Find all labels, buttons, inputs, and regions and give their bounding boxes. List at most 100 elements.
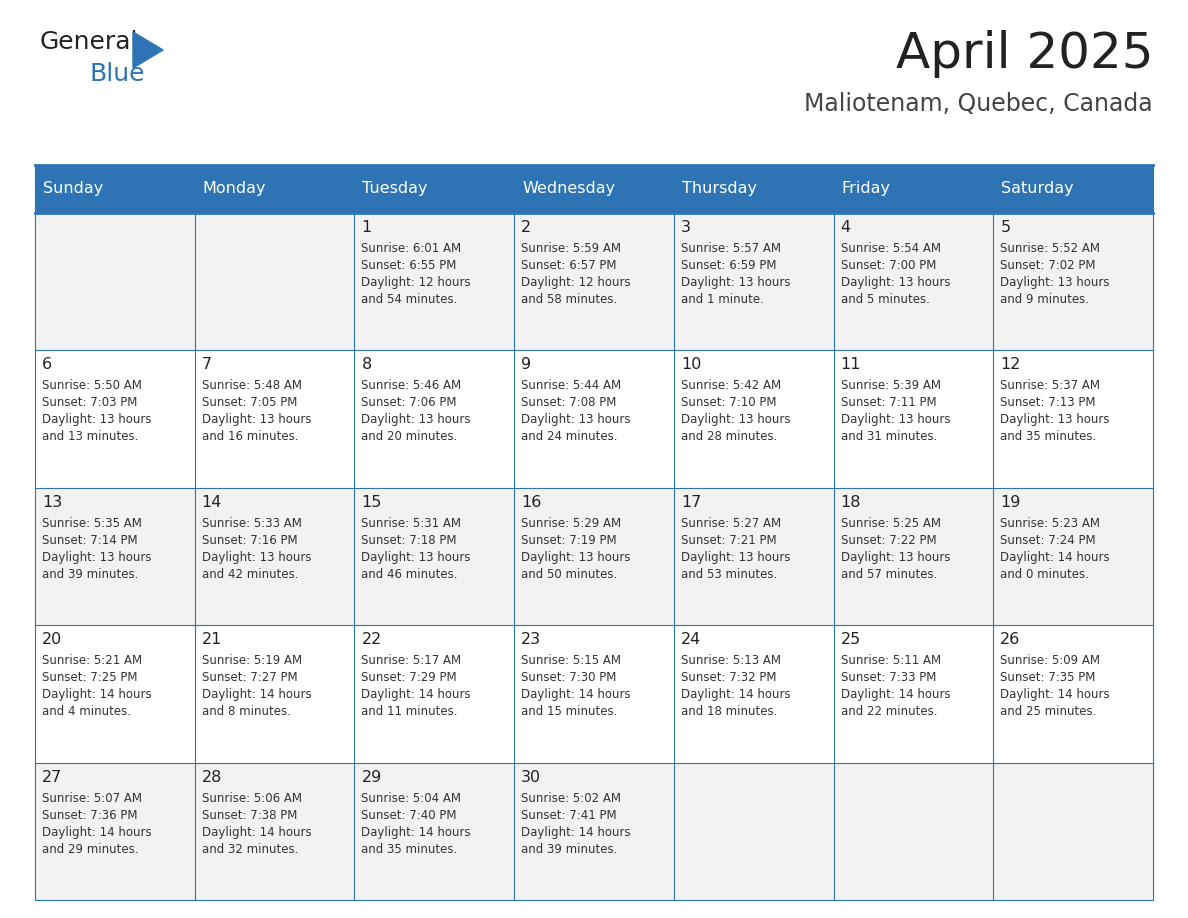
Bar [514,213,674,351]
Text: Tuesday: Tuesday [362,182,428,196]
Text: Sunrise: 5:48 AM: Sunrise: 5:48 AM [202,379,302,392]
Text: and 9 minutes.: and 9 minutes. [1000,293,1089,306]
Bar [834,487,993,625]
Text: Saturday: Saturday [1001,182,1074,196]
Text: Daylight: 14 hours: Daylight: 14 hours [522,688,631,701]
Bar [674,763,834,900]
Text: 26: 26 [1000,633,1020,647]
Text: Sunset: 7:41 PM: Sunset: 7:41 PM [522,809,617,822]
Text: Maliotenam, Quebec, Canada: Maliotenam, Quebec, Canada [804,92,1154,116]
Text: Daylight: 13 hours: Daylight: 13 hours [361,413,470,426]
Bar [993,625,1154,763]
Text: Daylight: 13 hours: Daylight: 13 hours [42,551,152,564]
Text: 24: 24 [681,633,701,647]
Text: and 42 minutes.: and 42 minutes. [202,568,298,581]
Text: and 31 minutes.: and 31 minutes. [841,431,937,443]
Text: 12: 12 [1000,357,1020,373]
Text: Daylight: 13 hours: Daylight: 13 hours [361,551,470,564]
Text: Daylight: 13 hours: Daylight: 13 hours [681,413,790,426]
Text: and 0 minutes.: and 0 minutes. [1000,568,1089,581]
Text: 21: 21 [202,633,222,647]
Text: Sunset: 7:27 PM: Sunset: 7:27 PM [202,671,297,684]
Bar [834,213,993,351]
Bar [195,213,354,351]
Bar [674,625,834,763]
Text: 1: 1 [361,220,372,235]
Bar [993,487,1154,625]
Text: Daylight: 13 hours: Daylight: 13 hours [522,551,631,564]
Text: Sunrise: 5:13 AM: Sunrise: 5:13 AM [681,655,781,667]
Text: Sunrise: 5:09 AM: Sunrise: 5:09 AM [1000,655,1100,667]
Text: and 15 minutes.: and 15 minutes. [522,705,618,718]
Text: Sunrise: 5:35 AM: Sunrise: 5:35 AM [42,517,141,530]
Text: Sunset: 7:24 PM: Sunset: 7:24 PM [1000,533,1095,547]
Text: Sunset: 7:19 PM: Sunset: 7:19 PM [522,533,617,547]
Text: and 35 minutes.: and 35 minutes. [361,843,457,856]
Text: Sunset: 7:38 PM: Sunset: 7:38 PM [202,809,297,822]
Text: and 11 minutes.: and 11 minutes. [361,705,457,718]
Text: 27: 27 [42,769,62,785]
Text: Sunset: 6:59 PM: Sunset: 6:59 PM [681,259,776,272]
Bar [34,165,195,213]
Text: Sunset: 7:29 PM: Sunset: 7:29 PM [361,671,457,684]
Text: Monday: Monday [203,182,266,196]
Text: Daylight: 14 hours: Daylight: 14 hours [681,688,790,701]
Text: Daylight: 14 hours: Daylight: 14 hours [202,688,311,701]
Text: and 35 minutes.: and 35 minutes. [1000,431,1097,443]
Text: Sunset: 6:55 PM: Sunset: 6:55 PM [361,259,457,272]
Bar [195,625,354,763]
Text: Daylight: 13 hours: Daylight: 13 hours [841,276,950,289]
Bar [834,165,993,213]
Text: Daylight: 14 hours: Daylight: 14 hours [1000,551,1110,564]
Text: 13: 13 [42,495,62,509]
Text: 10: 10 [681,357,701,373]
Text: and 25 minutes.: and 25 minutes. [1000,705,1097,718]
Text: Sunrise: 5:25 AM: Sunrise: 5:25 AM [841,517,941,530]
Text: Sunrise: 5:52 AM: Sunrise: 5:52 AM [1000,242,1100,255]
Text: Daylight: 13 hours: Daylight: 13 hours [841,413,950,426]
Text: Sunrise: 5:04 AM: Sunrise: 5:04 AM [361,791,461,804]
Text: Daylight: 14 hours: Daylight: 14 hours [361,688,472,701]
Bar [993,763,1154,900]
Polygon shape [133,32,163,68]
Text: Daylight: 13 hours: Daylight: 13 hours [681,551,790,564]
Text: 9: 9 [522,357,531,373]
Bar [354,351,514,487]
Text: Daylight: 14 hours: Daylight: 14 hours [42,688,152,701]
Text: 19: 19 [1000,495,1020,509]
Bar [514,165,674,213]
Text: Sunday: Sunday [43,182,103,196]
Text: Sunset: 7:03 PM: Sunset: 7:03 PM [42,397,138,409]
Text: Daylight: 14 hours: Daylight: 14 hours [42,825,152,839]
Bar [514,763,674,900]
Text: and 5 minutes.: and 5 minutes. [841,293,929,306]
Text: and 13 minutes.: and 13 minutes. [42,431,138,443]
Text: Sunset: 7:08 PM: Sunset: 7:08 PM [522,397,617,409]
Text: and 54 minutes.: and 54 minutes. [361,293,457,306]
Text: Sunset: 7:40 PM: Sunset: 7:40 PM [361,809,457,822]
Text: Sunset: 7:25 PM: Sunset: 7:25 PM [42,671,138,684]
Text: Daylight: 13 hours: Daylight: 13 hours [1000,413,1110,426]
Text: Blue: Blue [90,62,145,86]
Text: and 28 minutes.: and 28 minutes. [681,431,777,443]
Text: and 29 minutes.: and 29 minutes. [42,843,139,856]
Text: 8: 8 [361,357,372,373]
Text: 20: 20 [42,633,62,647]
Text: 4: 4 [841,220,851,235]
Bar [834,351,993,487]
Text: Sunrise: 5:17 AM: Sunrise: 5:17 AM [361,655,462,667]
Text: Sunrise: 5:11 AM: Sunrise: 5:11 AM [841,655,941,667]
Bar [34,487,195,625]
Text: and 58 minutes.: and 58 minutes. [522,293,618,306]
Bar [993,213,1154,351]
Bar [34,763,195,900]
Text: Sunrise: 5:19 AM: Sunrise: 5:19 AM [202,655,302,667]
Bar [993,165,1154,213]
Text: Sunrise: 5:33 AM: Sunrise: 5:33 AM [202,517,302,530]
Text: 2: 2 [522,220,531,235]
Text: Daylight: 13 hours: Daylight: 13 hours [681,276,790,289]
Bar [195,763,354,900]
Text: 16: 16 [522,495,542,509]
Text: General: General [40,30,139,54]
Text: and 20 minutes.: and 20 minutes. [361,431,457,443]
